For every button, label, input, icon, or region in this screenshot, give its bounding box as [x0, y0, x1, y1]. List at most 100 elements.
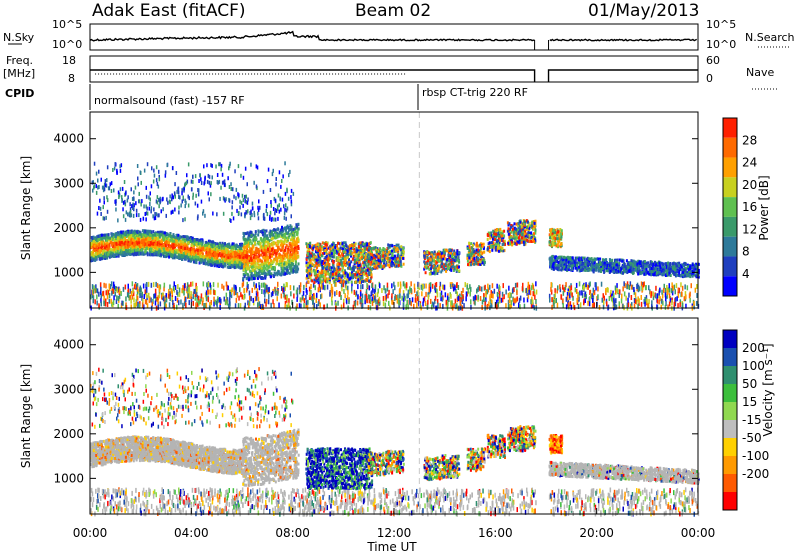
scatter-cell [117, 250, 119, 253]
scatter-cell [246, 244, 248, 247]
scatter-cell [193, 260, 195, 263]
scatter-cell [362, 294, 364, 299]
scatter-cell [240, 174, 242, 178]
nsky-label: N.Sky [3, 31, 35, 44]
scatter-cell [142, 240, 144, 243]
scatter-cell [142, 234, 144, 237]
scatter-cell [391, 293, 393, 298]
scatter-cell [484, 301, 486, 306]
scatter-cell [446, 300, 448, 305]
scatter-cell [100, 254, 102, 257]
scatter-cell [139, 192, 141, 196]
scatter-cell [206, 257, 208, 260]
scatter-cell [237, 261, 239, 264]
scatter-cell [132, 253, 134, 256]
scatter-cell [93, 186, 95, 190]
scatter-cell [458, 296, 460, 301]
scatter-cell [219, 180, 221, 184]
scatter-cell [198, 192, 200, 196]
scatter-cell [314, 295, 316, 300]
scatter-cell [257, 302, 259, 307]
scatter-cell [163, 296, 165, 301]
scatter-cell [273, 275, 275, 278]
noise-left-tick-bottom: 10^0 [52, 38, 82, 51]
scatter-cell [274, 267, 276, 270]
scatter-cell [696, 284, 698, 289]
scatter-cell [268, 299, 270, 304]
scatter-cell [131, 204, 133, 208]
scatter-cell [278, 263, 280, 266]
scatter-cell [166, 241, 168, 244]
scatter-cell [364, 295, 366, 300]
scatter-cell [503, 283, 505, 288]
scatter-cell [303, 285, 305, 290]
scatter-cell [246, 267, 248, 270]
scatter-cell [169, 245, 171, 248]
scatter-cell [149, 234, 151, 237]
scatter-cell [263, 229, 265, 232]
scatter-cell [243, 238, 245, 241]
scatter-cell [175, 255, 177, 258]
scatter-cell [264, 249, 266, 252]
scatter-cell [154, 216, 156, 220]
scatter-cell [155, 241, 157, 244]
scatter-cell [290, 195, 292, 199]
scatter-cell [96, 191, 98, 195]
scatter-cell [641, 295, 643, 300]
scatter-cell [149, 237, 151, 240]
scatter-cell [218, 264, 220, 267]
scatter-cell [278, 194, 280, 198]
scatter-cell [236, 209, 238, 213]
scatter-cell [270, 200, 272, 204]
scatter-cell [334, 291, 336, 296]
scatter-cell [646, 299, 648, 304]
scatter-cell [593, 288, 595, 293]
scatter-cell [263, 213, 265, 217]
scatter-cell [147, 252, 149, 255]
scatter-cell [124, 232, 126, 235]
scatter-cell [157, 283, 159, 288]
scatter-cell [151, 283, 153, 288]
scatter-cell [290, 291, 292, 296]
scatter-cell [232, 242, 234, 245]
scatter-cell [259, 301, 261, 306]
scatter-cell [399, 293, 401, 298]
scatter-cell [212, 240, 214, 243]
scatter-cell [267, 244, 269, 247]
scatter-cell [285, 286, 287, 291]
scatter-cell [242, 194, 244, 198]
scatter-cell [107, 165, 109, 169]
scatter-cell [183, 196, 185, 200]
scatter-cell [207, 180, 209, 184]
scatter-cell [105, 216, 107, 220]
scatter-cell [396, 295, 398, 300]
scatter-cell [681, 291, 683, 296]
scatter-cell [95, 256, 97, 259]
scatter-cell [277, 217, 279, 221]
scatter-cell [128, 284, 130, 289]
scatter-cell [428, 295, 430, 300]
scatter-cell [192, 175, 194, 179]
scatter-cell [295, 252, 297, 255]
scatter-cell [300, 282, 302, 287]
scatter-cell [370, 299, 372, 304]
scatter-cell [215, 300, 217, 305]
scatter-cell [257, 292, 259, 297]
scatter-cell [252, 251, 254, 254]
scatter-cell [687, 285, 689, 290]
scatter-cell [589, 282, 591, 287]
scatter-cell [173, 286, 175, 291]
scatter-cell [211, 164, 213, 168]
scatter-cell [580, 302, 582, 307]
scatter-cell [661, 299, 663, 304]
scatter-cell [490, 303, 492, 308]
scatter-cell [268, 168, 270, 172]
scatter-cell [533, 291, 535, 296]
scatter-cell [286, 244, 288, 247]
scatter-cell [176, 234, 178, 237]
scatter-cell [276, 273, 278, 276]
scatter-cell [185, 297, 187, 302]
scatter-cell [587, 301, 589, 306]
scatter-cell [535, 281, 537, 286]
